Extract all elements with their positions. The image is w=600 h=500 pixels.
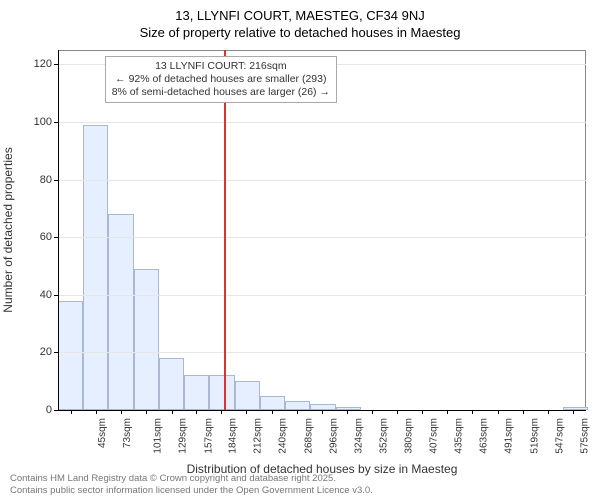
histogram-bar [209,375,234,410]
footnote: Contains HM Land Registry data © Crown c… [10,473,373,496]
histogram-bar [58,301,83,410]
gridline [58,180,586,181]
gridline [58,237,586,238]
xtick-label: 212sqm [253,418,264,454]
xtick-mark [372,410,373,414]
ytick-label: 120 [0,58,52,70]
xtick-mark [523,410,524,414]
xtick-mark [221,410,222,414]
xtick-mark [422,410,423,414]
gridline [58,352,586,353]
xtick-label: 547sqm [555,418,566,454]
xtick-mark [71,410,72,414]
histogram-bar [184,375,209,410]
xtick-mark [573,410,574,414]
histogram-bar [134,269,159,410]
ytick-label: 100 [0,116,52,128]
xtick-label: 491sqm [504,418,515,454]
ytick-label: 0 [0,404,52,416]
histogram-bar [83,125,108,410]
chart-title-line1: 13, LLYNFI COURT, MAESTEG, CF34 9NJ [0,0,600,23]
xtick-mark [447,410,448,414]
histogram-bar [159,358,184,410]
xtick-mark [472,410,473,414]
xtick-label: 435sqm [454,418,465,454]
xtick-mark [96,410,97,414]
xtick-mark [297,410,298,414]
reference-line [224,50,226,410]
xtick-label: 129sqm [178,418,189,454]
xtick-label: 240sqm [278,418,289,454]
gridline [58,122,586,123]
xtick-label: 519sqm [529,418,540,454]
xtick-label: 380sqm [404,418,415,454]
xtick-label: 324sqm [354,418,365,454]
xtick-label: 184sqm [227,418,238,454]
annotation-box: 13 LLYNFI COURT: 216sqm ← 92% of detache… [105,56,337,103]
xtick-mark [397,410,398,414]
xtick-label: 352sqm [379,418,390,454]
xtick-label: 45sqm [97,418,108,448]
footnote-line2: Contains public sector information licen… [10,485,373,496]
histogram-bar [108,214,133,410]
histogram-bar [235,381,260,410]
xtick-label: 296sqm [328,418,339,454]
histogram-bar [285,401,310,410]
xtick-label: 157sqm [203,418,214,454]
ytick-label: 20 [0,346,52,358]
xtick-mark [322,410,323,414]
xtick-mark [196,410,197,414]
xtick-label: 575sqm [580,418,591,454]
footnote-line1: Contains HM Land Registry data © Crown c… [10,473,373,484]
gridline [58,295,586,296]
xtick-label: 407sqm [428,418,439,454]
y-axis-label: Number of detached properties [1,147,15,312]
xtick-mark [347,410,348,414]
xtick-mark [498,410,499,414]
xtick-mark [246,410,247,414]
histogram-chart: 13, LLYNFI COURT, MAESTEG, CF34 9NJ Size… [0,0,600,500]
xtick-mark [548,410,549,414]
annotation-line1: 13 LLYNFI COURT: 216sqm [112,60,330,73]
xtick-label: 73sqm [122,418,133,448]
xtick-mark [146,410,147,414]
xtick-label: 101sqm [153,418,164,454]
chart-title-line2: Size of property relative to detached ho… [0,23,600,40]
xtick-mark [121,410,122,414]
histogram-bar [260,396,285,410]
xtick-label: 268sqm [303,418,314,454]
xtick-label: 463sqm [479,418,490,454]
annotation-line2: ← 92% of detached houses are smaller (29… [112,73,330,86]
xtick-mark [172,410,173,414]
xtick-mark [272,410,273,414]
plot-area [58,50,586,410]
y-axis [58,50,59,410]
annotation-line3: 8% of semi-detached houses are larger (2… [112,86,330,99]
